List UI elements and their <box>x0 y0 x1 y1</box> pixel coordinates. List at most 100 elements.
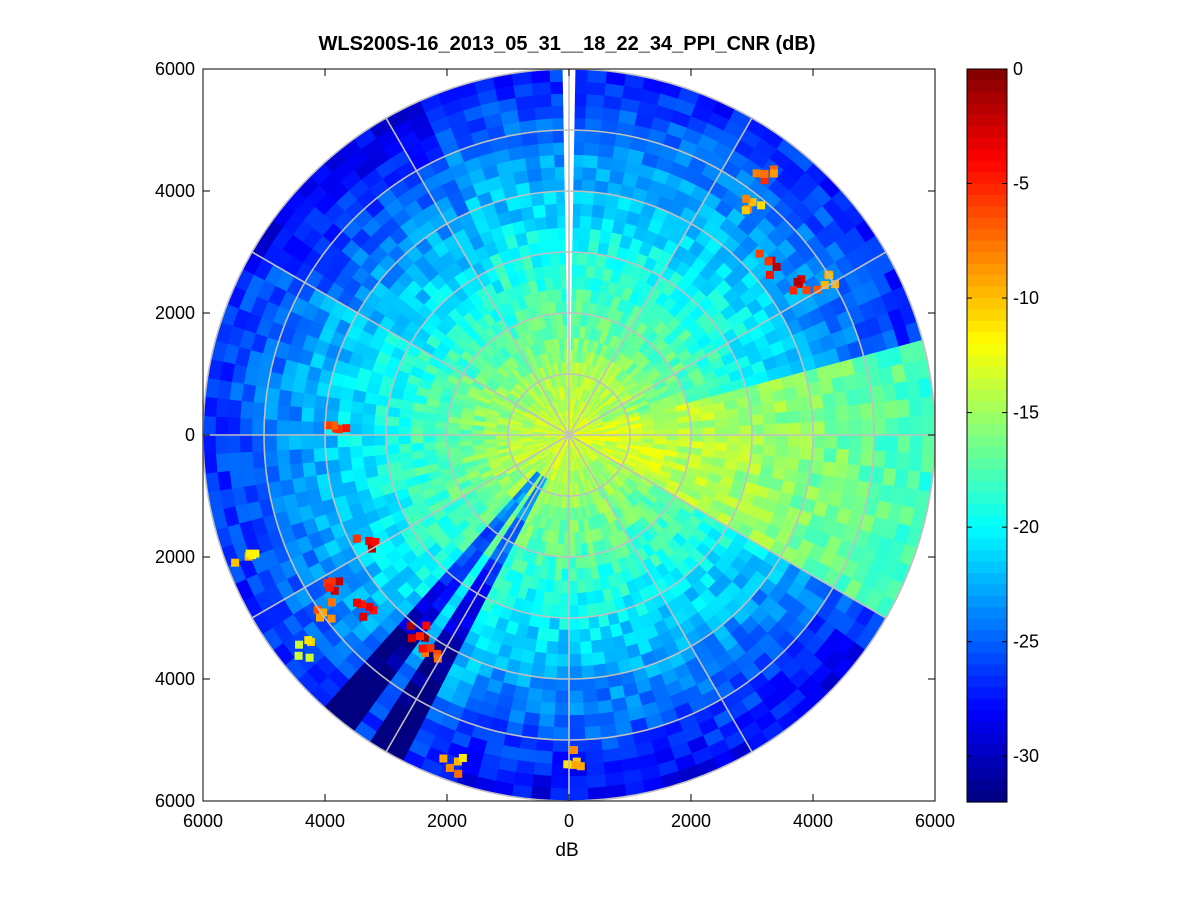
field-cell <box>714 434 728 444</box>
hotspot-cell <box>757 201 766 210</box>
field-cell <box>908 452 923 473</box>
colorbar-band <box>967 389 1007 402</box>
field-cell <box>576 580 586 594</box>
field-cell <box>582 689 598 704</box>
field-cell <box>227 416 241 436</box>
field-cell <box>568 641 581 655</box>
field-cell <box>586 81 607 96</box>
field-cell <box>373 444 388 456</box>
field-cell <box>833 390 849 408</box>
hotspot-point <box>755 249 781 279</box>
field-cell <box>556 653 570 668</box>
field-cell <box>589 627 602 642</box>
colorbar-band <box>967 160 1007 173</box>
field-cell <box>540 166 556 181</box>
field-cell <box>861 434 875 452</box>
colorbar-band <box>967 630 1007 643</box>
field-cell <box>239 451 254 470</box>
field-cell <box>824 434 838 450</box>
field-cell <box>385 415 400 427</box>
field-cell <box>559 593 570 607</box>
field-cell <box>568 714 585 729</box>
y-tick-label: 4000 <box>155 181 195 201</box>
field-cell <box>787 410 801 424</box>
field-cell <box>847 449 862 466</box>
field-cell <box>539 154 556 169</box>
field-cell <box>596 699 614 715</box>
field-cell <box>397 434 411 445</box>
field-cell <box>539 701 556 716</box>
field-cell <box>577 604 589 619</box>
hotspot-point <box>752 165 778 185</box>
hotspot-point <box>231 549 260 567</box>
hotspot-cell <box>248 551 257 560</box>
y-tick-label: 0 <box>185 425 195 445</box>
hotspot-cell <box>305 653 314 662</box>
field-cell <box>522 711 541 727</box>
field-cell <box>873 418 887 436</box>
radial-spoke <box>568 117 753 436</box>
field-cell <box>702 434 716 444</box>
hotspot-cell <box>813 285 822 294</box>
hotspot-cell <box>371 538 380 546</box>
field-cell <box>312 407 327 423</box>
field-cell <box>531 81 552 96</box>
field-cell <box>385 434 399 445</box>
field-cell <box>714 426 728 436</box>
colorbar-band <box>967 69 1007 82</box>
field-cell <box>714 418 728 428</box>
field-cell <box>373 434 387 446</box>
y-tick-label: 6000 <box>155 791 195 811</box>
field-cell <box>884 451 899 470</box>
field-cell <box>215 397 230 418</box>
colorbar-band <box>967 469 1007 482</box>
radial-spoke <box>251 251 570 436</box>
colorbar-band <box>967 194 1007 208</box>
field-cell <box>422 434 436 444</box>
field-cell <box>859 402 874 421</box>
field-cell <box>568 593 579 607</box>
field-cell <box>773 400 788 414</box>
field-cell <box>568 702 585 716</box>
field-cell <box>821 392 837 409</box>
colorbar-band <box>967 538 1007 551</box>
field-cell <box>338 457 353 472</box>
colorbar-tick-label: -25 <box>1013 632 1039 652</box>
field-cell <box>227 434 241 454</box>
field-cell <box>762 412 777 426</box>
field-cell <box>562 544 570 558</box>
field-cell <box>823 406 838 422</box>
hotspot-cell <box>760 170 769 178</box>
field-cell <box>471 439 485 446</box>
field-cell <box>545 640 559 655</box>
field-cell <box>373 424 387 436</box>
hotspot-point <box>406 621 431 643</box>
colorbar-band <box>967 595 1007 608</box>
field-cell <box>576 264 588 278</box>
radial-spoke <box>568 434 887 619</box>
field-cell <box>591 204 606 219</box>
field-cell <box>845 463 861 482</box>
field-cell <box>920 396 935 417</box>
colorbar-band <box>967 275 1007 288</box>
x-tick-label: 0 <box>564 811 574 831</box>
field-cell <box>548 239 560 254</box>
field-cell <box>836 419 850 436</box>
hotspot-cell <box>742 194 751 203</box>
field-cell <box>434 441 449 450</box>
colorbar-band <box>967 80 1007 93</box>
field-cell <box>361 412 376 426</box>
field-cell <box>690 427 704 436</box>
hotspot-cell <box>418 644 427 653</box>
colorbar-band <box>967 252 1007 265</box>
field-cell <box>530 786 551 801</box>
field-cell <box>871 401 887 420</box>
colorbar-band <box>967 550 1007 563</box>
colorbar-band <box>967 584 1007 597</box>
field-cell <box>738 415 753 427</box>
field-cell <box>583 579 595 594</box>
field-cell <box>434 434 448 443</box>
field-cell <box>726 416 740 428</box>
colorbar-band <box>967 343 1007 356</box>
radial-spoke <box>385 117 570 436</box>
